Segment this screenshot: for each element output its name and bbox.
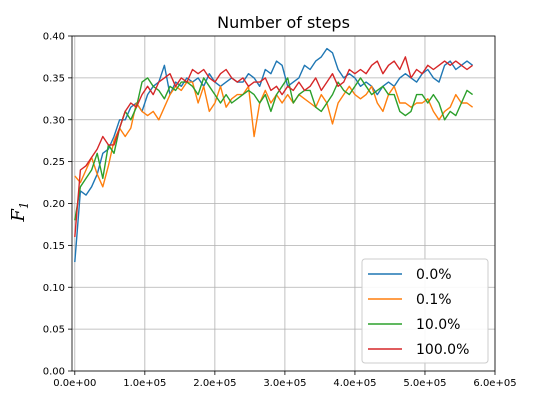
grid-lines: [72, 35, 496, 372]
y-axis-label-main: F: [8, 208, 29, 223]
y-tick-label: 0.05: [43, 325, 65, 336]
legend: 0.0% 0.1% 10.0% 100.0%: [361, 258, 489, 364]
series-line-1: [74, 81, 474, 188]
y-tick-label: 0.35: [43, 73, 65, 84]
legend-box: [361, 258, 489, 364]
x-tick-label: 0.0e+00: [53, 378, 96, 389]
x-tick-label: 6.0e+05: [473, 378, 516, 389]
series-line-3: [74, 56, 474, 238]
y-tick-label: 0.00: [43, 367, 65, 378]
x-tick-label: 5.0e+05: [403, 378, 446, 389]
axis-ticks: 0.0e+00 1.0e+05 2.0e+05 3.0e+05 4.0e+05 5.0e+…: [43, 32, 517, 390]
x-tick-label: 3.0e+05: [263, 378, 306, 389]
series-layer: [74, 47, 474, 263]
legend-label-1: 0.1%: [416, 292, 452, 308]
y-tick-label: 0.20: [43, 199, 65, 210]
series-line-2: [74, 77, 474, 221]
y-tick-label: 0.30: [43, 115, 65, 126]
x-tick-label: 4.0e+05: [333, 378, 376, 389]
y-axis-label-subscript: 1: [17, 201, 31, 209]
legend-label-0: 0.0%: [416, 267, 452, 283]
y-axis-label: F1: [8, 201, 31, 222]
y-tick-label: 0.25: [43, 157, 65, 168]
x-tick-label: 1.0e+05: [123, 378, 166, 389]
x-tick-label: 2.0e+05: [193, 378, 236, 389]
legend-label-2: 10.0%: [416, 317, 460, 333]
y-tick-label: 0.15: [43, 241, 65, 252]
chart-title: Number of steps: [217, 13, 350, 32]
legend-label-3: 100.0%: [416, 342, 469, 358]
y-tick-label: 0.40: [43, 32, 65, 43]
series-line-0: [74, 47, 474, 263]
y-tick-label: 0.10: [43, 283, 65, 294]
